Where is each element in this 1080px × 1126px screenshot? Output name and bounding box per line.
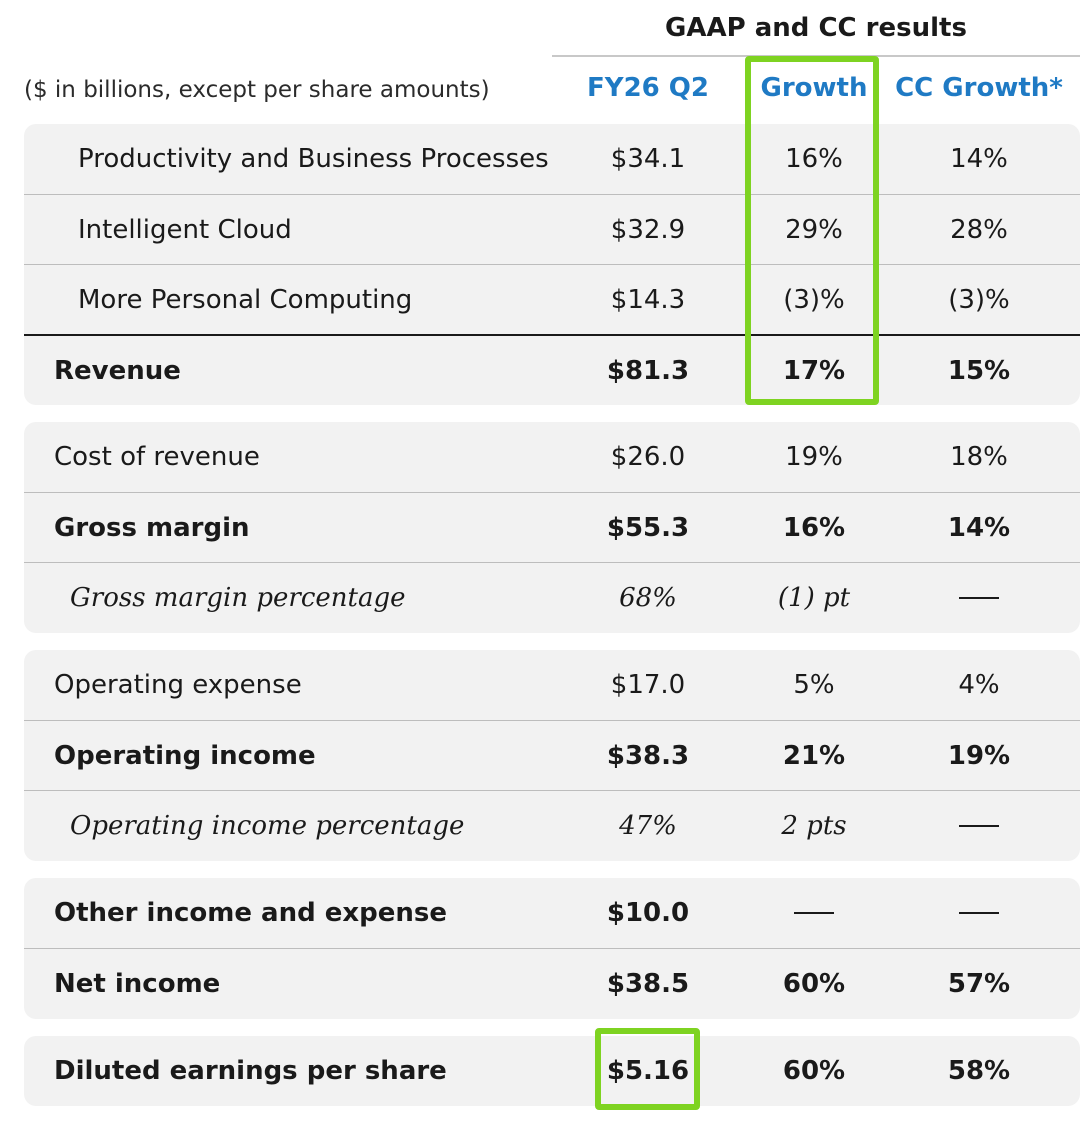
value-cell: $38.3 xyxy=(606,741,690,771)
growth-cell: 21% xyxy=(782,741,846,771)
table-row: More Personal Computing $14.3 (3)% (3)% xyxy=(24,264,1080,335)
growth-cell: 29% xyxy=(785,215,843,245)
gross-margin-group: Cost of revenue $26.0 19% 18% Gross marg… xyxy=(24,422,1080,633)
growth-cell: 17% xyxy=(782,356,846,386)
row-label: Intelligent Cloud xyxy=(78,215,292,245)
value-cell: 68% xyxy=(619,583,677,613)
table-row-total: Revenue $81.3 17% 15% xyxy=(24,334,1080,406)
row-label: Gross margin xyxy=(54,513,250,543)
row-label: Revenue xyxy=(54,356,181,386)
growth-cell: 5% xyxy=(793,670,835,700)
eps-group: Diluted earnings per share $5.16 60% 58% xyxy=(24,1036,1080,1106)
dash-icon xyxy=(794,912,834,914)
value-cell: $5.16 xyxy=(606,1056,690,1086)
row-label: Operating income percentage xyxy=(70,811,465,841)
value-cell: $14.3 xyxy=(610,285,686,315)
row-label: Productivity and Business Processes xyxy=(78,144,549,174)
cc-growth-cell: 4% xyxy=(958,670,1000,700)
growth-cell: 16% xyxy=(785,144,843,174)
column-header-cc-growth: CC Growth* xyxy=(895,73,1063,103)
cc-growth-cell xyxy=(884,791,1074,861)
dash-icon xyxy=(959,597,999,599)
cc-growth-cell: 28% xyxy=(950,215,1008,245)
column-header-fy26-q2: FY26 Q2 xyxy=(586,73,709,103)
operating-income-group: Operating expense $17.0 5% 4% Operating … xyxy=(24,650,1080,861)
cc-growth-cell xyxy=(884,563,1074,633)
value-cell: $32.9 xyxy=(610,215,686,245)
growth-cell: 19% xyxy=(785,442,843,472)
growth-cell: 2 pts xyxy=(781,811,847,841)
row-label: Other income and expense xyxy=(54,898,448,928)
row-label: Operating expense xyxy=(54,670,302,700)
dash-icon xyxy=(959,825,999,827)
cc-growth-cell: 58% xyxy=(947,1056,1011,1086)
value-cell: $34.1 xyxy=(610,144,686,174)
cc-growth-cell: 15% xyxy=(947,356,1011,386)
cc-growth-cell: 14% xyxy=(950,144,1008,174)
cc-growth-cell: 14% xyxy=(947,513,1011,543)
table-row: Operating income percentage 47% 2 pts xyxy=(24,790,1080,861)
cc-growth-cell xyxy=(884,878,1074,948)
row-label: Operating income xyxy=(54,741,316,771)
column-header-growth: Growth xyxy=(760,73,868,103)
table-title: GAAP and CC results xyxy=(665,13,967,43)
table-row: Other income and expense $10.0 xyxy=(24,878,1080,948)
value-cell: 47% xyxy=(619,811,677,841)
value-cell: $17.0 xyxy=(610,670,686,700)
row-label: Diluted earnings per share xyxy=(54,1056,447,1086)
table-row: Operating expense $17.0 5% 4% xyxy=(24,650,1080,720)
growth-cell: 16% xyxy=(782,513,846,543)
cc-growth-cell: 19% xyxy=(947,741,1011,771)
growth-cell: (3)% xyxy=(783,285,845,315)
cc-growth-cell: 18% xyxy=(950,442,1008,472)
dash-icon xyxy=(959,912,999,914)
growth-cell: 60% xyxy=(782,1056,846,1086)
table-row: Cost of revenue $26.0 19% 18% xyxy=(24,422,1080,492)
table-row: Gross margin percentage 68% (1) pt xyxy=(24,562,1080,633)
net-income-group: Other income and expense $10.0 Net incom… xyxy=(24,878,1080,1019)
value-cell: $38.5 xyxy=(606,969,690,999)
table-row: Diluted earnings per share $5.16 60% 58% xyxy=(24,1036,1080,1106)
table-row: Gross margin $55.3 16% 14% xyxy=(24,492,1080,563)
growth-cell: 60% xyxy=(782,969,846,999)
revenue-group: Productivity and Business Processes $34.… xyxy=(24,124,1080,405)
value-cell: $26.0 xyxy=(610,442,686,472)
growth-cell: (1) pt xyxy=(777,583,851,613)
title-divider xyxy=(552,55,1080,57)
table-row: Intelligent Cloud $32.9 29% 28% xyxy=(24,194,1080,265)
row-label: Gross margin percentage xyxy=(70,583,406,613)
row-label: Cost of revenue xyxy=(54,442,260,472)
cc-growth-cell: 57% xyxy=(947,969,1011,999)
row-label: More Personal Computing xyxy=(78,285,413,315)
table-row: Productivity and Business Processes $34.… xyxy=(24,124,1080,194)
table-row: Operating income $38.3 21% 19% xyxy=(24,720,1080,791)
value-cell: $10.0 xyxy=(606,898,690,928)
row-label: Net income xyxy=(54,969,221,999)
table-row: Net income $38.5 60% 57% xyxy=(24,948,1080,1019)
units-note: ($ in billions, except per share amounts… xyxy=(24,77,490,103)
cc-growth-cell: (3)% xyxy=(948,285,1010,315)
value-cell: $55.3 xyxy=(606,513,690,543)
value-cell: $81.3 xyxy=(606,356,690,386)
growth-cell xyxy=(722,878,906,948)
